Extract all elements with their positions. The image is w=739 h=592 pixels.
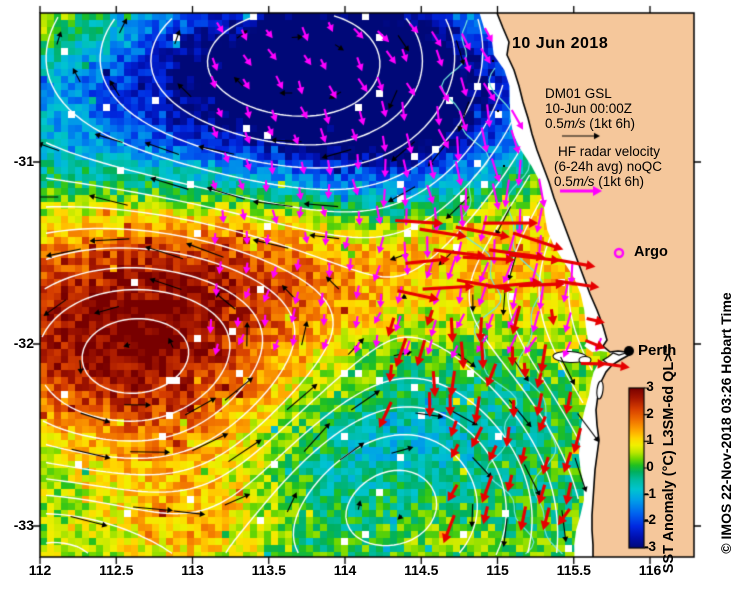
colorbar-tick-label: 0 — [646, 459, 654, 474]
colorbar-tick-label: 1 — [646, 432, 654, 448]
colorbar-axis-label: SST Anomaly (°C) L3SM-6d QL>= — [661, 344, 677, 574]
x-tick-label: 112.5 — [99, 562, 134, 578]
x-tick-label: 115 — [486, 562, 509, 578]
legend-hf-title: HF radar velocity — [558, 144, 661, 159]
x-tick-label: 115.5 — [556, 562, 591, 578]
y-tick-label: -31 — [13, 153, 34, 169]
x-tick-label: 112 — [28, 562, 52, 578]
legend-hf-scale: 0.5m/s (1kt 6h) — [554, 174, 645, 189]
attribution-label: © IMOS 22-Nov-2018 03:26 Hobart Time — [718, 292, 734, 554]
y-tick-label: -33 — [13, 517, 34, 533]
date-label: 10 Jun 2018 — [512, 35, 609, 52]
y-tick-label: -32 — [13, 335, 34, 351]
colorbar-tick-label: -3 — [643, 539, 656, 554]
legend-gsl-scale: 0.5m/s (1kt 6h) — [545, 116, 636, 131]
perth-label: Perth — [638, 342, 677, 359]
legend-gsl-time: 10-Jun 00:00Z — [545, 101, 633, 116]
x-tick-label: 113.5 — [251, 562, 286, 578]
colorbar-tick-label: 2 — [646, 405, 654, 421]
x-tick-label: 114.5 — [404, 562, 439, 578]
x-tick-label: 114 — [333, 562, 357, 578]
colorbar-tick-label: -2 — [643, 512, 656, 528]
colorbar-tick-label: 3 — [646, 379, 654, 394]
x-tick-label: 113 — [181, 562, 204, 578]
argo-label: Argo — [634, 244, 668, 260]
x-tick-label: 116 — [638, 562, 662, 578]
legend-hf-avg: (6-24h avg) noQC — [554, 159, 663, 174]
legend-gsl-title: DM01 GSL — [545, 86, 612, 101]
colorbar-tick-label: -1 — [643, 485, 656, 501]
